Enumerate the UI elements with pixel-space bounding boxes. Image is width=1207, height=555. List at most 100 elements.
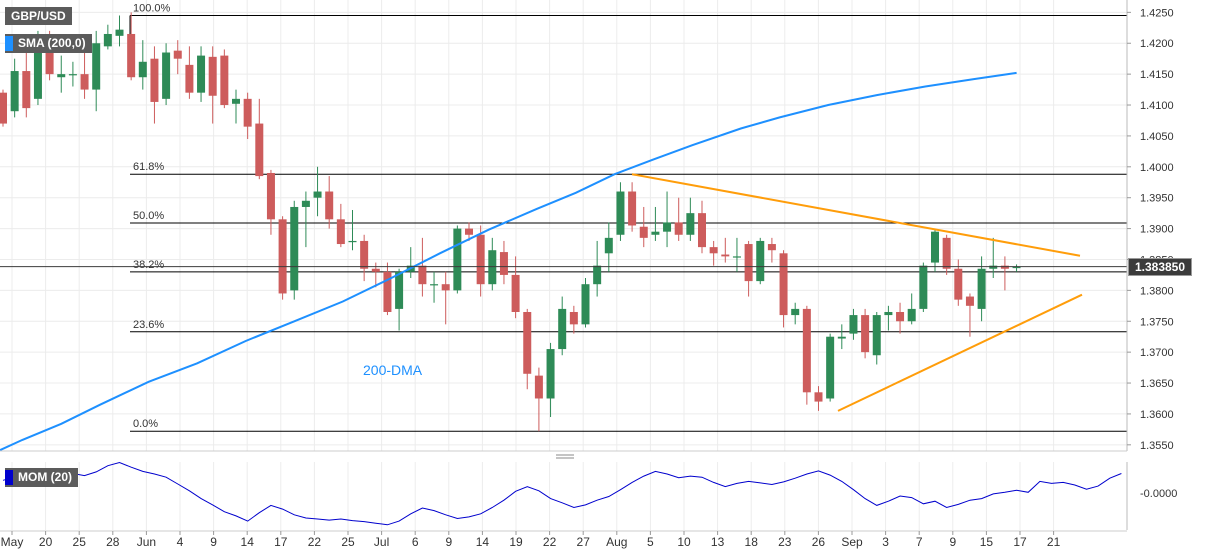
candle bbox=[686, 197, 695, 241]
candle-body bbox=[569, 311, 578, 325]
candle-body bbox=[150, 58, 159, 102]
candle-body bbox=[92, 43, 101, 90]
candle-body bbox=[907, 308, 916, 322]
y-tick-label: 1.3600 bbox=[1140, 409, 1174, 421]
candle-body bbox=[721, 254, 730, 257]
mom-indicator-label[interactable]: MOM (20) bbox=[5, 468, 78, 488]
x-tick-label: 17 bbox=[1013, 535, 1027, 549]
candle-body bbox=[756, 240, 765, 282]
x-tick-label: 20 bbox=[39, 535, 53, 549]
candle-body bbox=[931, 231, 939, 263]
x-tick-label: 9 bbox=[210, 535, 217, 549]
candle-body bbox=[266, 172, 275, 220]
x-tick-label: Sep bbox=[841, 535, 863, 549]
candle bbox=[266, 169, 275, 235]
sma-indicator-label[interactable]: SMA (200,0) bbox=[5, 34, 92, 54]
candle-body bbox=[395, 271, 404, 309]
candle bbox=[698, 200, 706, 254]
candle-body bbox=[173, 50, 182, 59]
candle bbox=[523, 308, 532, 390]
x-tick-label: May bbox=[1, 535, 24, 549]
x-tick-label: Aug bbox=[606, 535, 627, 549]
candle bbox=[861, 308, 870, 359]
candle bbox=[954, 259, 963, 306]
candle bbox=[197, 46, 206, 102]
candle-body bbox=[977, 268, 986, 309]
y-tick-label: 1.4250 bbox=[1140, 7, 1174, 19]
candle-body bbox=[499, 252, 508, 275]
y-tick-label: 1.3950 bbox=[1140, 193, 1174, 205]
trendline bbox=[631, 173, 1081, 257]
candle bbox=[208, 46, 217, 124]
candle-body bbox=[593, 265, 602, 285]
y-tick-label: 1.3650 bbox=[1140, 378, 1174, 390]
candle-body bbox=[80, 74, 89, 90]
candle bbox=[826, 333, 835, 402]
candle-body bbox=[698, 213, 706, 248]
candle bbox=[313, 166, 322, 217]
candle-body bbox=[802, 308, 811, 393]
candle-body bbox=[138, 61, 147, 78]
candle-body bbox=[523, 311, 532, 374]
candle-body bbox=[872, 315, 881, 356]
candle bbox=[965, 293, 974, 337]
candle bbox=[232, 89, 240, 124]
x-tick-label: 17 bbox=[274, 535, 288, 549]
candle-body bbox=[861, 315, 870, 353]
x-tick-label: Jul bbox=[374, 535, 389, 549]
candle-body bbox=[581, 284, 590, 325]
candle bbox=[430, 271, 439, 303]
y-tick-label: 1.4150 bbox=[1140, 69, 1174, 81]
candle-body bbox=[534, 375, 543, 399]
fib-level-label: 50.0% bbox=[133, 210, 164, 222]
x-tick-label: 25 bbox=[341, 535, 355, 549]
x-tick-label: 3 bbox=[882, 535, 889, 549]
x-tick-label: 13 bbox=[711, 535, 725, 549]
candle-body bbox=[313, 191, 322, 198]
y-tick-label: 1.4100 bbox=[1140, 100, 1174, 112]
candle-body bbox=[301, 200, 310, 207]
x-tick-label: Jun bbox=[137, 535, 156, 549]
candle bbox=[767, 237, 776, 263]
candle bbox=[814, 386, 823, 411]
candle-body bbox=[127, 33, 136, 78]
candle-body bbox=[278, 219, 287, 294]
sma-label-text: SMA (200,0) bbox=[18, 36, 86, 50]
x-tick-label: 9 bbox=[949, 535, 956, 549]
candle bbox=[581, 278, 590, 328]
candle bbox=[931, 228, 939, 272]
candle bbox=[791, 302, 800, 325]
sma-color-swatch bbox=[5, 36, 13, 52]
momentum-plot-area bbox=[0, 462, 1127, 530]
candle bbox=[896, 302, 905, 334]
candle bbox=[651, 206, 660, 241]
candle bbox=[709, 240, 718, 266]
candle-body bbox=[336, 219, 345, 245]
vertical-gridlines bbox=[11, 0, 1055, 451]
candle-body bbox=[919, 265, 928, 309]
candle-body bbox=[33, 49, 42, 99]
candle bbox=[103, 24, 112, 50]
candle bbox=[290, 200, 299, 300]
candle bbox=[278, 216, 287, 300]
y-tick-label: 1.3550 bbox=[1140, 440, 1174, 452]
candle bbox=[663, 191, 672, 248]
candle-body bbox=[954, 268, 963, 300]
candle bbox=[616, 182, 625, 241]
y-tick-label: 1.3750 bbox=[1140, 316, 1174, 328]
candle-body bbox=[604, 237, 613, 254]
candle-body bbox=[103, 33, 112, 47]
candle bbox=[301, 191, 310, 248]
candle-body bbox=[243, 98, 252, 127]
candle bbox=[1012, 264, 1021, 272]
candle-body bbox=[0, 92, 7, 124]
candle-body bbox=[651, 231, 660, 235]
candle bbox=[453, 225, 462, 294]
fib-level-label: 38.2% bbox=[133, 259, 164, 271]
x-tick-label: 22 bbox=[543, 535, 557, 549]
candle bbox=[884, 305, 893, 331]
candle bbox=[989, 237, 998, 279]
candle bbox=[92, 30, 101, 112]
symbol-label: GBP/USD bbox=[5, 7, 72, 25]
